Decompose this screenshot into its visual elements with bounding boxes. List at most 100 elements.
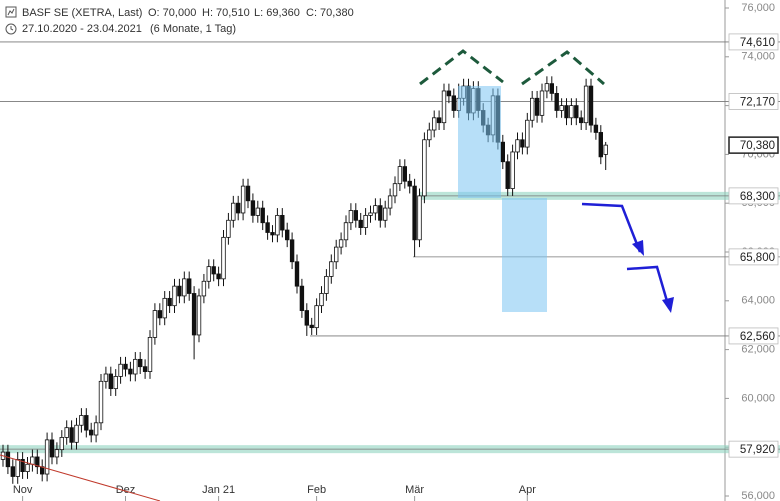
candle-body [510,151,515,189]
header: BASF SE (XETRA, Last) O: 70,000 H: 70,51… [5,6,354,35]
y-tick-label: 76,000 [741,2,775,14]
candle-body [167,297,172,307]
candle-body [137,358,143,368]
candle-body [206,266,211,282]
candle-body [113,376,118,390]
candle-body [10,466,15,477]
candle-body [157,310,162,319]
level-box [728,440,779,458]
level-box [728,93,779,110]
candle-body [549,83,554,94]
candle-body [539,90,545,116]
candle-body [255,207,260,216]
candle-body [108,373,113,390]
candle-body [216,273,221,280]
candle-body [319,293,324,307]
level-label: 70,380 [740,140,775,152]
candle-body [579,117,584,124]
candle-body [407,180,412,187]
candle-body [289,239,295,263]
candle-body [142,366,148,372]
candle-body [343,222,349,241]
candle-body [231,202,236,221]
chart-icon-line [7,8,15,16]
candle-body [226,219,231,238]
candle-body [544,83,550,92]
level-label: 74,610 [740,37,775,49]
candle-body [554,93,559,111]
arrow [581,202,642,253]
candle-body [505,161,510,189]
candle-body [422,139,427,197]
candle-body [191,293,197,336]
level-box [728,187,779,205]
candle-body [583,85,589,124]
candle-body [417,195,422,241]
candle-body [451,95,456,111]
candle-body [89,429,94,436]
candle-body [280,214,285,231]
candle-body [54,449,60,458]
candle-body [446,90,452,97]
x-tick-label: Apr [519,484,536,496]
candle-body [270,232,275,236]
candle-body [314,305,319,329]
level-label: 72,170 [740,96,775,108]
x-tick-label: Feb [307,484,326,496]
candle-body [44,439,50,475]
candle-body [260,207,265,224]
candle-body [397,166,403,185]
candle-body [534,97,540,116]
close: C: 70,380 [306,7,354,19]
candle-body [79,415,84,426]
level-box [728,327,779,345]
candle-body [133,358,138,375]
x-tick-label: Mär [405,484,424,496]
candle-body [177,285,182,297]
level-box [728,136,779,154]
candle-body [30,456,35,465]
candle-body [35,456,40,468]
candle-body [412,185,417,241]
candle-body [64,427,69,438]
candle-body [441,90,447,124]
candle-body [84,415,89,431]
candle-body [221,236,226,280]
candle-body [118,363,123,377]
candle-body [304,310,309,326]
candle-body [5,451,11,468]
open: O: 70,000 [148,7,196,19]
y-tick-label: 62,000 [741,344,775,356]
level-box [728,33,779,51]
candle-body [20,458,25,472]
annotations [0,49,674,501]
level-label: 68,300 [740,191,775,203]
candle-body [245,185,251,202]
candle-body [265,222,270,233]
candle-body [49,439,55,458]
candle-body [559,105,564,111]
candle-body [436,117,442,124]
candle-body [186,278,192,294]
candle-body [123,363,128,370]
candle-body [211,266,216,275]
low: L: 69,360 [254,7,300,19]
candle-body [402,166,407,182]
title: BASF SE (XETRA, Last) [22,7,142,19]
candle-body [299,285,305,311]
candle-body [59,437,64,451]
level-label: 62,560 [740,331,775,343]
candle-body [569,105,574,119]
candle-body [196,295,202,336]
candle-body [382,207,388,221]
arrow [626,265,671,309]
level-box [728,248,779,266]
candle-body [574,105,579,119]
candle-body [530,97,535,121]
candle-body [275,214,280,236]
chart-icon [5,6,17,18]
date-range: 27.10.2020 - 23.04.2021 [22,23,142,35]
candle-body [515,139,520,153]
candle-body [427,129,432,141]
